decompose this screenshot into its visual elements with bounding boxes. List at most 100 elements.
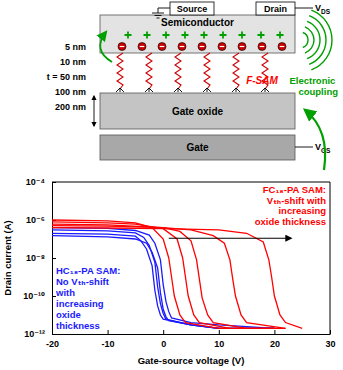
x-tick: 10 xyxy=(214,330,224,349)
coupling-wave xyxy=(307,21,320,58)
sam-anchor xyxy=(232,88,240,92)
x-tick: 30 xyxy=(325,330,335,349)
negative-charge xyxy=(178,43,186,51)
x-tick: 20 xyxy=(270,330,280,349)
chart: -20 -10 0 10 20 30 10⁻¹² 10⁻¹⁰ 10⁻⁸ 10⁻⁶ 10⁻⁴ Gate-… xyxy=(2,177,336,366)
negative-charge xyxy=(198,43,206,51)
annotation-line: FC₁₈-PA SAM: xyxy=(263,184,326,195)
annotation-line: increasing xyxy=(278,205,326,216)
plot-area xyxy=(52,220,302,328)
positive-charge xyxy=(220,32,227,39)
positive-charge xyxy=(182,32,189,39)
thickness-arrow xyxy=(94,96,95,126)
source-contact xyxy=(170,2,214,15)
gate-oxide-layer xyxy=(100,93,295,129)
annotation-line: No Vₜₕ-shift xyxy=(56,276,110,287)
x-tick-mark xyxy=(108,330,109,334)
negative-charge-sign xyxy=(200,46,205,47)
device-schematic: SemiconductorSourceDrainVDSF-SAMGate oxi… xyxy=(47,2,338,170)
vth-shift-arrow xyxy=(169,238,291,239)
ground-symbol xyxy=(152,8,170,18)
negative-charge xyxy=(118,43,126,51)
sam-molecule xyxy=(117,53,123,89)
sam-anchor xyxy=(261,88,269,92)
coupling-wave xyxy=(309,16,326,65)
y-tick-label: 10⁻¹⁰ xyxy=(23,291,45,301)
x-tick-mark xyxy=(163,330,164,334)
x-tick-mark xyxy=(330,330,331,334)
positive-charge xyxy=(163,32,170,39)
y-axis: 10⁻¹² 10⁻¹⁰ 10⁻⁸ 10⁻⁶ 10⁻⁴ xyxy=(23,177,56,339)
vgs-wire xyxy=(295,147,313,148)
thickness-label: 100 nm xyxy=(55,87,86,97)
sam-molecule xyxy=(146,53,152,89)
negative-charge xyxy=(138,43,146,51)
y-tick: 10⁻¹⁰ xyxy=(23,291,56,301)
x-tick: 0 xyxy=(161,330,166,349)
positive-charge xyxy=(258,32,265,39)
positive-charge xyxy=(277,32,284,39)
annotation-line: oxide xyxy=(56,309,81,320)
negative-charge xyxy=(258,43,266,51)
negative-charge xyxy=(238,43,246,51)
y-axis-title: Drain current (A) xyxy=(2,220,13,295)
sam-label: F-SAM xyxy=(246,75,278,86)
transfer-curve xyxy=(52,226,286,329)
y-tick-label: 10⁻⁸ xyxy=(26,253,45,263)
negative-charge-sign xyxy=(240,46,245,47)
drain-label: Drain xyxy=(264,4,287,14)
negative-charge-sign xyxy=(160,46,165,47)
y-tick: 10⁻¹² xyxy=(24,329,56,339)
vds-label-sub: DS xyxy=(321,8,331,15)
y-tick: 10⁻⁴ xyxy=(26,177,56,187)
sam-dipole-arrow xyxy=(100,32,112,62)
positive-charge xyxy=(201,32,208,39)
x-tick-label: -20 xyxy=(46,339,59,349)
x-tick-label: 0 xyxy=(161,339,166,349)
gate-label: Gate xyxy=(186,142,209,153)
sam-anchor xyxy=(174,88,182,92)
y-tick-mark xyxy=(52,182,56,183)
y-tick-mark xyxy=(52,334,56,335)
coupling-wave xyxy=(305,27,314,53)
sam-anchor xyxy=(116,88,124,92)
drain-contact xyxy=(256,2,295,15)
x-tick-label: 20 xyxy=(270,339,280,349)
x-tick-mark xyxy=(219,330,220,334)
x-tick-label: -10 xyxy=(102,339,115,349)
coupling-label: Electronic coupling xyxy=(289,75,338,97)
y-tick-mark xyxy=(52,258,56,259)
thickness-label: t = 50 nm xyxy=(47,72,86,82)
x-axis-line xyxy=(53,334,331,335)
semiconductor-layer xyxy=(100,15,295,53)
x-axis-title: Gate-source voltage (V) xyxy=(138,355,245,366)
sam-molecule xyxy=(175,53,181,89)
transfer-curve xyxy=(52,224,286,328)
vds-wire xyxy=(295,8,313,9)
positive-charge xyxy=(125,32,132,39)
x-tick: -10 xyxy=(102,330,115,349)
figure: SemiconductorSourceDrainVDSF-SAMGate oxi… xyxy=(0,0,343,370)
negative-charge-sign xyxy=(280,46,285,47)
sam-molecule xyxy=(204,53,210,89)
vgs-label: VGS xyxy=(315,142,331,154)
source-label: Source xyxy=(177,4,208,14)
y-tick-label: 10⁻¹² xyxy=(24,329,45,339)
annotation-line: oxide thickness xyxy=(255,216,326,227)
annotation-line: increasing xyxy=(56,298,104,309)
negative-charge-sign xyxy=(260,46,265,47)
annotation-line: Vₜₕ-shift with xyxy=(267,195,326,206)
negative-charge-sign xyxy=(220,46,225,47)
coupling-line: Electronic xyxy=(289,75,338,86)
transfer-curve xyxy=(52,228,302,329)
x-tick-mark xyxy=(274,330,275,334)
y-tick-label: 10⁻⁴ xyxy=(26,177,45,187)
x-tick-label: 30 xyxy=(325,339,335,349)
coupling-wave xyxy=(303,33,308,48)
positive-charge xyxy=(144,32,151,39)
coupling-wave xyxy=(311,10,332,70)
annotation-line: HC₁₈-PA SAM: xyxy=(56,265,120,276)
positive-charge xyxy=(239,32,246,39)
y-tick: 10⁻⁶ xyxy=(26,215,56,225)
negative-charge-sign xyxy=(180,46,185,47)
